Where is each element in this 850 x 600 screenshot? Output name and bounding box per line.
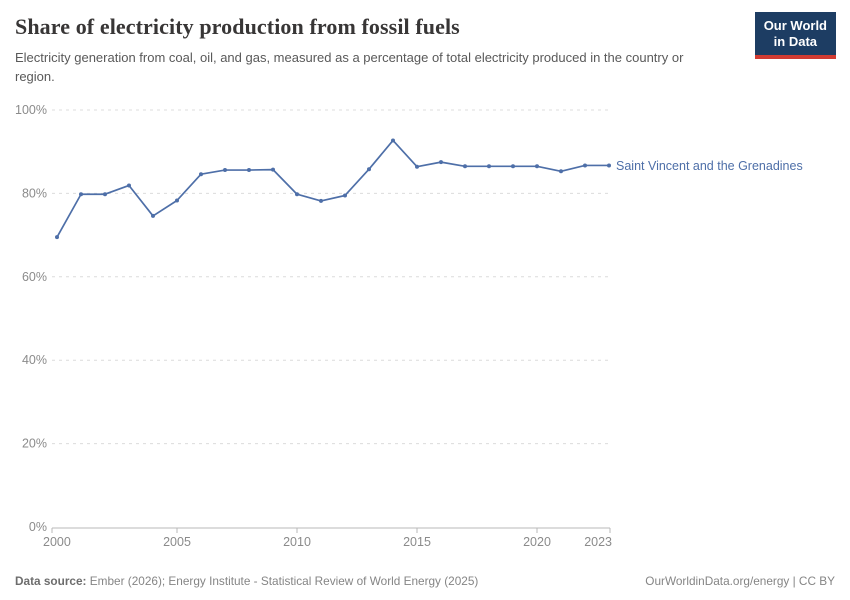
y-tick-label: 100% bbox=[15, 103, 47, 117]
y-tick-label: 20% bbox=[22, 437, 47, 451]
x-tick-label: 2015 bbox=[403, 535, 431, 549]
data-point bbox=[319, 198, 323, 203]
data-point bbox=[607, 163, 611, 168]
owid-logo-line2: in Data bbox=[773, 34, 818, 50]
data-point bbox=[511, 164, 515, 169]
data-source-label: Data source: bbox=[15, 574, 87, 588]
x-tick-label: 2000 bbox=[43, 535, 71, 549]
data-point bbox=[247, 168, 251, 173]
x-tick-label: 2010 bbox=[283, 535, 311, 549]
data-point bbox=[487, 164, 491, 169]
owid-logo: Our World in Data bbox=[754, 12, 836, 59]
data-point bbox=[175, 198, 179, 203]
data-point bbox=[343, 193, 347, 198]
data-point bbox=[127, 183, 131, 188]
data-point bbox=[535, 164, 539, 169]
data-point bbox=[559, 169, 563, 174]
chart-subtitle: Electricity generation from coal, oil, a… bbox=[15, 50, 684, 84]
data-point bbox=[271, 167, 275, 172]
data-point bbox=[151, 213, 155, 218]
data-point bbox=[295, 192, 299, 197]
y-tick-label: 80% bbox=[22, 186, 47, 200]
data-point bbox=[103, 192, 107, 197]
owid-logo-line1: Our World bbox=[763, 18, 827, 33]
series-line bbox=[56, 139, 610, 239]
attribution: OurWorldinData.org/energy | CC BY bbox=[645, 574, 835, 588]
data-point bbox=[439, 160, 443, 165]
data-source-text: Ember (2026); Energy Institute - Statist… bbox=[86, 574, 479, 588]
chart-footer: Data source: Ember (2026); Energy Instit… bbox=[0, 574, 850, 588]
chart-header: Share of electricity production from fos… bbox=[15, 14, 755, 87]
data-point bbox=[223, 168, 227, 173]
data-point bbox=[415, 164, 419, 169]
data-point bbox=[79, 192, 83, 197]
data-point bbox=[55, 235, 59, 240]
data-point bbox=[391, 138, 395, 143]
page-title: Share of electricity production from fos… bbox=[15, 14, 460, 39]
x-tick-label: 2020 bbox=[523, 535, 551, 549]
data-point bbox=[583, 163, 587, 168]
x-tick-label: 2005 bbox=[163, 535, 191, 549]
y-tick-label: 60% bbox=[22, 270, 47, 284]
y-tick-label: 0% bbox=[29, 520, 47, 534]
data-source: Data source: Ember (2026); Energy Instit… bbox=[15, 574, 478, 588]
x-tick-label: 2023 bbox=[584, 535, 612, 549]
data-point bbox=[199, 172, 203, 177]
y-tick-label: 40% bbox=[22, 353, 47, 367]
data-point bbox=[463, 164, 467, 169]
data-point bbox=[367, 167, 371, 172]
series-label: Saint Vincent and the Grenadines bbox=[616, 159, 803, 173]
